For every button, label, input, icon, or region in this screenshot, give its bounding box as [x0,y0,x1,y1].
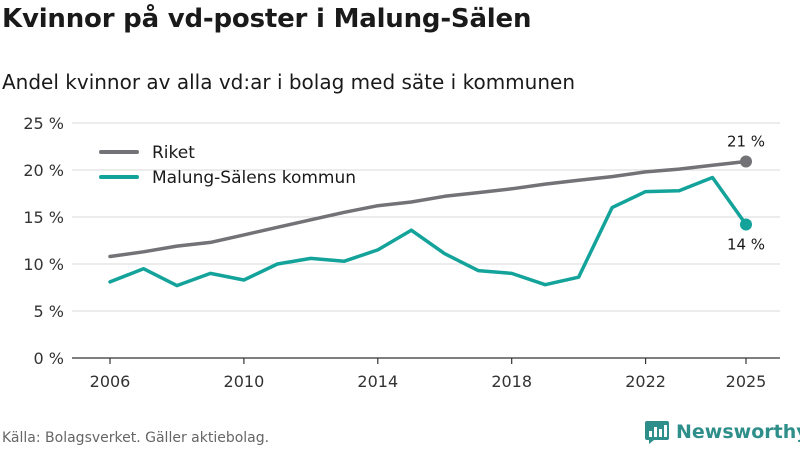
x-tick-label: 2006 [90,372,131,391]
brand-name: Newsworthy [676,421,800,443]
newsworthy-logo-icon [645,421,669,444]
legend: Riket Malung-Sälens kommun [99,143,356,188]
legend-label-kommun: Malung-Sälens kommun [152,168,356,188]
y-tick-label: 20 % [23,161,64,180]
end-label-riket: 21 % [727,133,765,151]
y-tick-label: 0 % [34,349,64,368]
brand-logo: Newsworthy [644,419,800,445]
x-axis-ticks: 2006 2010 2014 2018 2022 2025 [90,358,767,391]
x-tick-label: 2018 [491,372,532,391]
y-tick-label: 25 % [23,114,64,133]
x-tick-label: 2025 [726,372,767,391]
series-line-riket [108,159,748,259]
series-line-kommun [108,175,748,288]
end-point-kommun [740,218,752,231]
end-point-riket [740,155,752,168]
end-labels: 21 % 14 % [727,133,765,254]
y-tick-label: 15 % [23,208,64,227]
x-tick-label: 2022 [625,372,666,391]
y-axis-ticks: 0 % 5 % 10 % 15 % 20 % 25 % [23,114,64,368]
end-label-kommun: 14 % [727,236,765,254]
grid-lines [72,122,780,359]
series-lines [108,155,752,288]
x-tick-label: 2014 [357,372,398,391]
y-tick-label: 5 % [34,302,64,321]
chart-subtitle: Andel kvinnor av alla vd:ar i bolag med … [2,70,575,94]
source-note: Källa: Bolagsverket. Gäller aktiebolag. [2,430,270,446]
chart-title: Kvinnor på vd-poster i Malung-Sälen [2,4,532,34]
x-tick-label: 2010 [224,372,265,391]
y-tick-label: 10 % [23,255,64,274]
legend-label-riket: Riket [152,143,195,163]
